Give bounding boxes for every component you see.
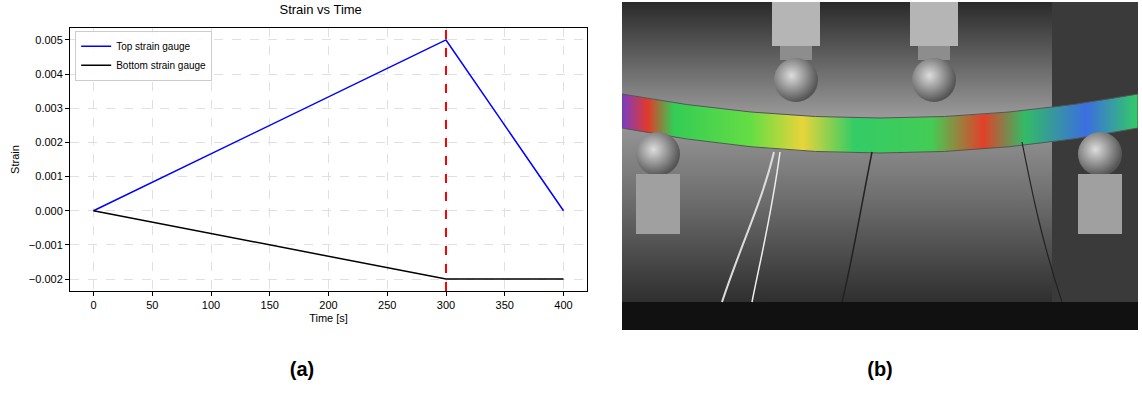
svg-text:0.001: 0.001 xyxy=(35,170,63,182)
svg-text:Strain: Strain xyxy=(9,145,21,174)
svg-text:0.002: 0.002 xyxy=(35,136,63,148)
svg-text:400: 400 xyxy=(554,299,572,311)
svg-text:0.004: 0.004 xyxy=(35,68,63,80)
svg-text:−0.001: −0.001 xyxy=(29,239,63,251)
svg-text:0.005: 0.005 xyxy=(35,34,63,46)
svg-text:0.003: 0.003 xyxy=(35,102,63,114)
svg-text:50: 50 xyxy=(146,299,158,311)
svg-text:−0.002: −0.002 xyxy=(29,273,63,285)
html-text:(a): (a) xyxy=(289,358,315,380)
svg-text:Bottom strain gauge: Bottom strain gauge xyxy=(116,60,206,71)
svg-text:Strain vs Time: Strain vs Time xyxy=(279,2,361,17)
svg-text:350: 350 xyxy=(496,299,514,311)
svg-text:Time [s]: Time [s] xyxy=(309,312,348,324)
html-text:(b): (b) xyxy=(867,358,893,380)
svg-text:150: 150 xyxy=(261,299,279,311)
svg-text:300: 300 xyxy=(437,299,455,311)
svg-text:Top strain gauge: Top strain gauge xyxy=(116,41,190,52)
svg-text:200: 200 xyxy=(319,299,337,311)
svg-text:100: 100 xyxy=(202,299,220,311)
svg-text:250: 250 xyxy=(378,299,396,311)
svg-text:0: 0 xyxy=(90,299,96,311)
svg-text:0.000: 0.000 xyxy=(35,205,63,217)
